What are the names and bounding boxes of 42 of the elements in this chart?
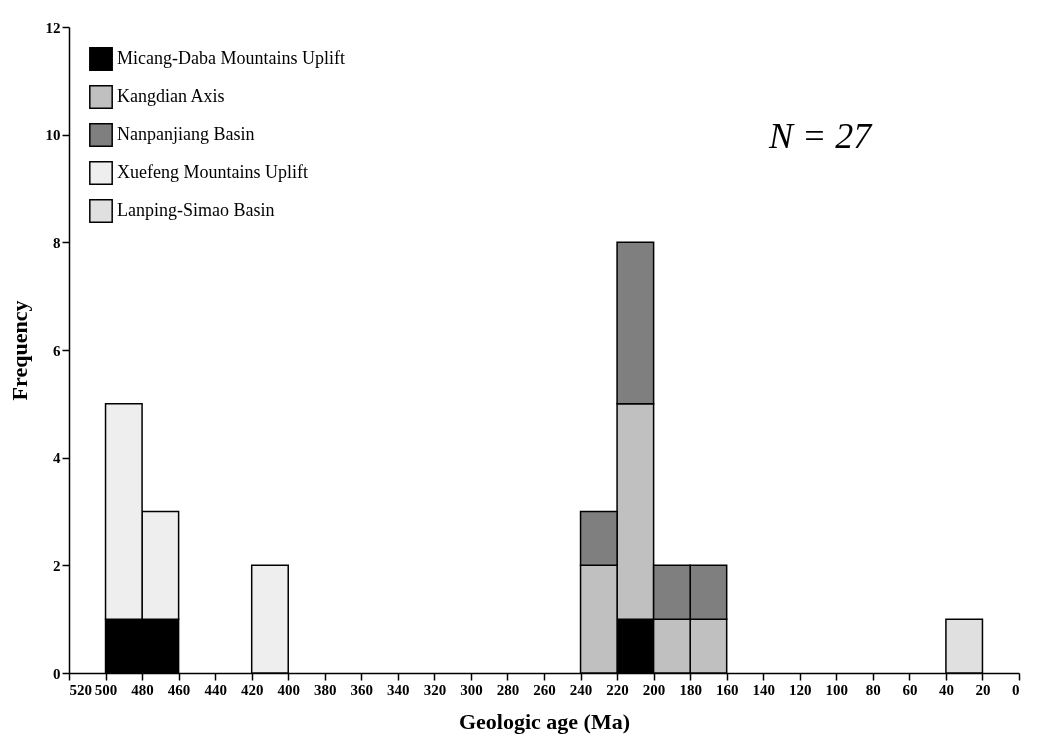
- legend-label: Lanping-Simao Basin: [117, 200, 275, 220]
- x-tick-label: 40: [938, 681, 954, 698]
- x-tick-label: 320: [423, 681, 447, 698]
- x-tick-label: 100: [825, 681, 849, 698]
- legend-label: Micang-Daba Mountains Uplift: [117, 48, 345, 68]
- x-tick-label: 480: [131, 681, 154, 698]
- legend-label: Nanpanjiang Basin: [117, 124, 255, 144]
- x-tick-label: 420: [240, 681, 264, 698]
- x-tick-label: 380: [314, 681, 337, 698]
- x-tick-label: 200: [642, 681, 666, 698]
- y-tick-label: 0: [53, 665, 61, 682]
- legend-label: Kangdian Axis: [117, 86, 225, 106]
- y-tick-label: 8: [53, 234, 61, 251]
- x-tick-label: 460: [167, 681, 191, 698]
- y-tick-label: 6: [53, 342, 61, 359]
- y-tick-label: 4: [53, 450, 61, 467]
- legend-label: Xuefeng Mountains Uplift: [117, 162, 308, 182]
- x-tick-label: 240: [569, 681, 593, 698]
- y-tick-label: 2: [53, 557, 61, 574]
- y-tick-label: 10: [45, 127, 61, 144]
- annotation: N = 27: [768, 116, 874, 156]
- x-tick-label: 160: [715, 681, 739, 698]
- y-tick-label: 12: [45, 19, 61, 36]
- x-axis-title: Geologic age (Ma): [458, 708, 631, 734]
- x-tick-label: 20: [975, 681, 991, 698]
- x-tick-label: 140: [752, 681, 775, 698]
- x-tick-label: 440: [204, 681, 227, 698]
- x-tick-label: 400: [277, 681, 300, 698]
- x-tick-label: 220: [606, 681, 629, 698]
- x-tick-label: 260: [533, 681, 556, 698]
- x-tick-label: 360: [350, 681, 374, 698]
- x-tick-label: 120: [789, 681, 812, 698]
- x-tick-label: 300: [460, 681, 483, 698]
- x-tick-label: 340: [387, 681, 410, 698]
- y-axis-title: Frequency: [6, 300, 32, 401]
- x-tick-label: 500: [94, 681, 118, 698]
- x-tick-label: 280: [496, 681, 520, 698]
- x-tick-label: 180: [679, 681, 702, 698]
- x-tick-label: 80: [865, 681, 881, 698]
- x-tick-label: 520: [69, 681, 92, 698]
- x-tick-label: 60: [902, 681, 918, 698]
- x-tick-label: 0: [1012, 681, 1020, 698]
